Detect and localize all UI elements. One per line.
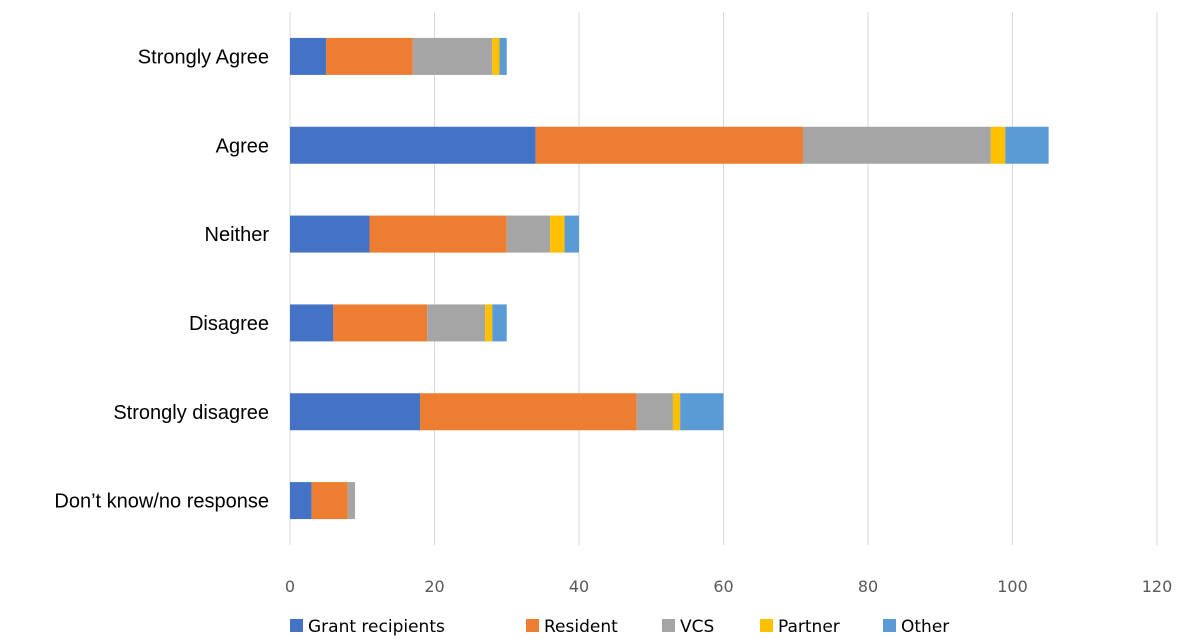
bar-segment: [485, 304, 493, 342]
bar-segment: [290, 393, 421, 431]
x-tick-label: 120: [1142, 577, 1173, 596]
bar-segment: [311, 482, 348, 520]
x-tick-label: 100: [997, 577, 1028, 596]
bar-segment: [499, 37, 507, 75]
bar-segment: [506, 215, 551, 253]
bar-segment: [412, 37, 493, 75]
bar-segment: [333, 304, 428, 342]
legend-label: VCS: [680, 617, 714, 637]
bar-segment: [290, 482, 312, 520]
bar-segment: [680, 393, 724, 431]
x-tick-label: 20: [424, 577, 444, 596]
bar-segment: [564, 215, 579, 253]
legend-swatch: [526, 619, 539, 632]
bar-segment: [492, 37, 500, 75]
category-label: Strongly Agree: [138, 46, 269, 68]
x-tick-label: 40: [569, 577, 589, 596]
bar-segment: [290, 304, 334, 342]
legend-label: Other: [901, 617, 949, 637]
x-tick-label: 0: [285, 577, 295, 596]
x-tick-labels: 0 20 40 60 80 100 120: [285, 577, 1172, 596]
bar-segment: [427, 304, 486, 342]
legend-swatch: [290, 619, 303, 632]
bar-segment: [420, 393, 637, 431]
legend-swatch: [760, 619, 773, 632]
category-label: Neither: [205, 224, 270, 246]
legend-swatch: [662, 619, 675, 632]
bar-segment: [326, 37, 413, 75]
bar-segment: [369, 215, 507, 253]
gridlines: [289, 12, 1158, 545]
category-labels: Strongly Agree Agree Neither Disagree Strong…: [54, 46, 269, 512]
x-tick-label: 60: [713, 577, 733, 596]
bar-segment: [672, 393, 681, 431]
legend: Grant recipients Resident VCS Partner Other: [290, 617, 949, 637]
bar-segment: [802, 126, 991, 164]
x-tick-label: 80: [858, 577, 878, 596]
bar-segment: [347, 482, 356, 520]
bar-segment: [1005, 126, 1049, 164]
bar-segment: [492, 304, 507, 342]
category-label: Agree: [216, 135, 269, 157]
bar-segment: [290, 215, 370, 253]
bar-segment: [290, 126, 536, 164]
legend-label: Resident: [544, 617, 618, 637]
bar-segment: [550, 215, 565, 253]
category-label: Strongly disagree: [113, 402, 269, 424]
bar-segment: [535, 126, 803, 164]
category-label: Disagree: [189, 313, 269, 335]
bar-segment: [290, 37, 327, 75]
legend-label: Grant recipients: [308, 617, 445, 637]
category-label: Don’t know/no response: [54, 491, 269, 513]
legend-swatch: [883, 619, 896, 632]
bar-segment: [636, 393, 673, 431]
bar-segment: [990, 126, 1006, 164]
bars: [290, 37, 1049, 520]
legend-label: Partner: [778, 617, 840, 637]
